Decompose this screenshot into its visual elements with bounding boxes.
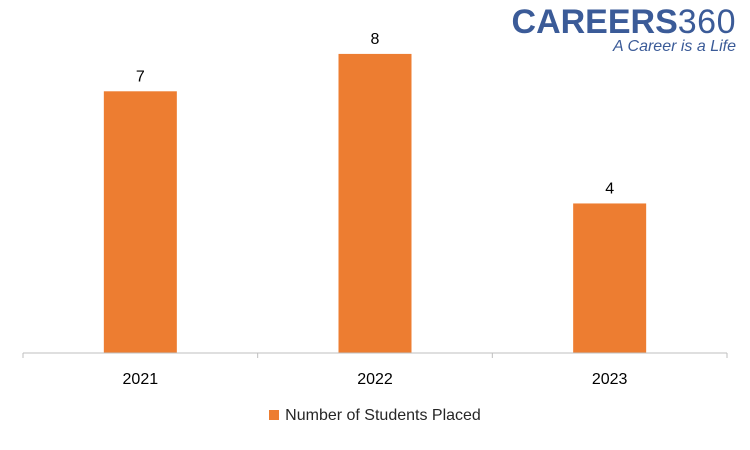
legend-label: Number of Students Placed	[285, 407, 481, 424]
x-tick-label-2023: 2023	[592, 371, 628, 388]
x-tick-label-2022: 2022	[357, 371, 393, 388]
x-tick-label-2021: 2021	[123, 371, 159, 388]
data-label-2021: 7	[136, 68, 145, 85]
logo-word: CAREERS	[511, 3, 678, 41]
bar-2023	[573, 203, 647, 353]
logo-number: 360	[677, 3, 736, 41]
legend-swatch	[269, 409, 280, 420]
logo-tagline: A Career is a Life	[612, 38, 736, 55]
bar-2022	[338, 53, 412, 354]
logo-wordmark: CAREERS360	[512, 4, 736, 40]
legend: Number of Students Placed	[0, 407, 750, 425]
data-label-2022: 8	[371, 31, 380, 48]
careers360-logo: CAREERS360 A Career is a Life	[512, 4, 736, 55]
bar-2021	[103, 91, 177, 353]
bar-chart: 7 2021 8 2022 4 2023	[22, 31, 728, 388]
data-label-2023: 4	[605, 180, 614, 197]
